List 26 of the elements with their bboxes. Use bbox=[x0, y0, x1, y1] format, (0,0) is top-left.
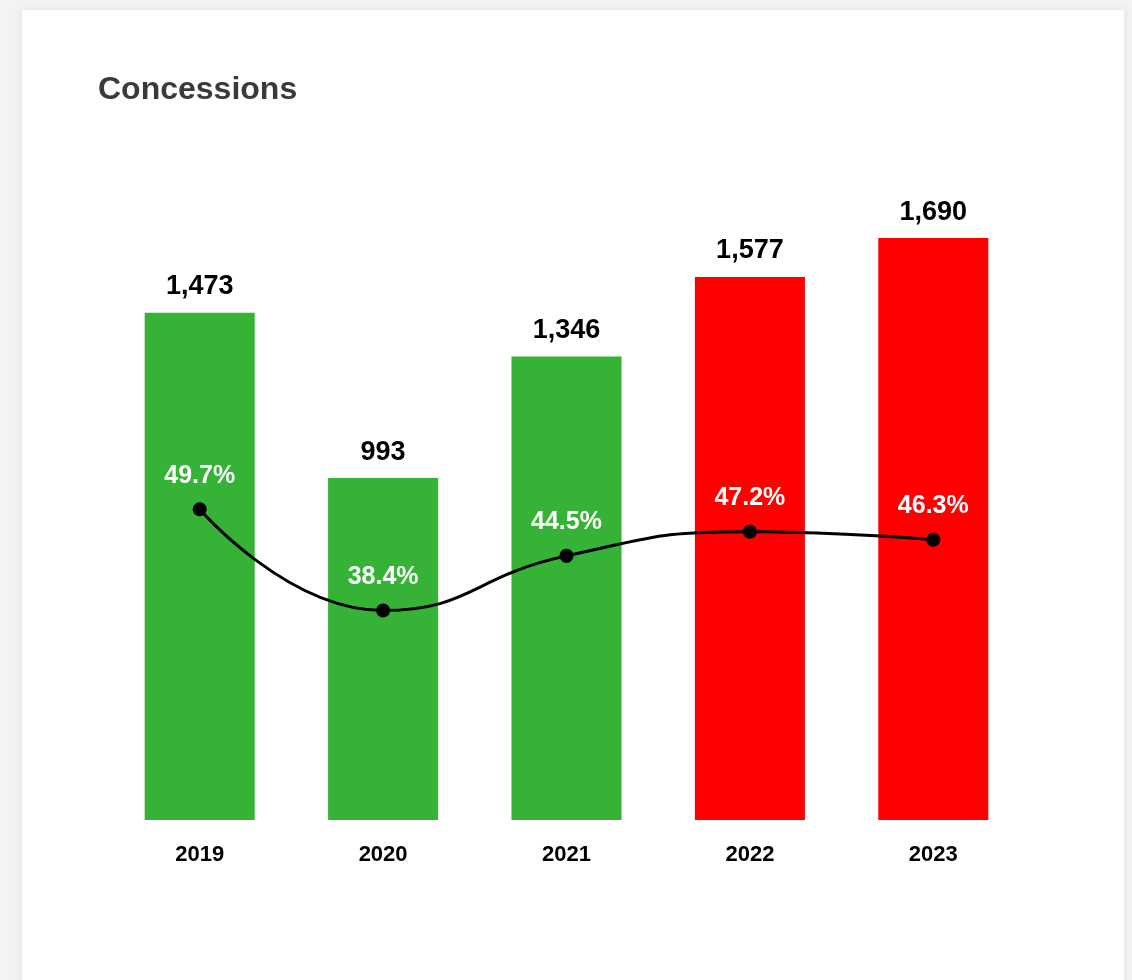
bar bbox=[694, 276, 805, 820]
bar bbox=[328, 478, 439, 820]
data-label: 47.2% bbox=[714, 482, 786, 511]
x-tick-label: 2021 bbox=[542, 840, 591, 866]
data-label: 1,690 bbox=[899, 195, 968, 226]
x-tick-label: 2023 bbox=[908, 840, 958, 866]
point bbox=[559, 548, 574, 563]
data-label: 44.5% bbox=[531, 506, 602, 535]
bar bbox=[878, 238, 989, 820]
point bbox=[192, 502, 207, 517]
bar bbox=[511, 356, 622, 820]
data-label: 46.3% bbox=[897, 490, 969, 519]
point bbox=[376, 603, 391, 618]
data-label: 993 bbox=[360, 435, 406, 466]
data-label: 1,577 bbox=[716, 234, 784, 265]
x-tick-label: 2022 bbox=[725, 840, 775, 866]
point bbox=[742, 524, 757, 539]
chart-title: Concessions bbox=[98, 70, 298, 107]
bar bbox=[144, 312, 255, 820]
point bbox=[926, 532, 941, 547]
data-label: 49.7% bbox=[164, 459, 236, 488]
data-label: 38.4% bbox=[347, 560, 419, 589]
x-tick-label: 2019 bbox=[175, 840, 225, 866]
data-label: 1,473 bbox=[165, 270, 234, 301]
x-tick-label: 2020 bbox=[358, 840, 408, 866]
data-label: 1,346 bbox=[532, 313, 601, 344]
